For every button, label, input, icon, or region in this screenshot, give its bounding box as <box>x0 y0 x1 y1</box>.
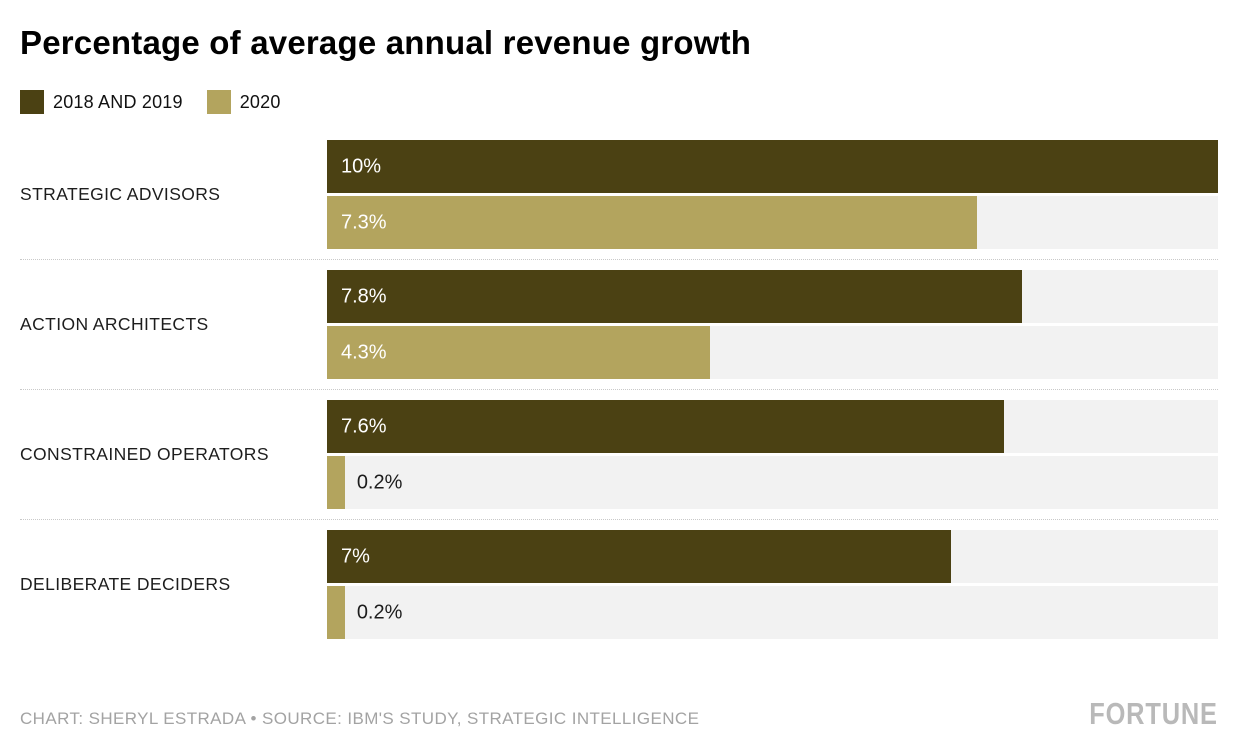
category-label: DELIBERATE DECIDERS <box>20 574 231 594</box>
chart-title: Percentage of average annual revenue gro… <box>20 24 752 61</box>
bar-group: 7% 0.2% <box>327 530 1218 639</box>
bar-2020 <box>327 456 345 509</box>
chart-row: CONSTRAINED OPERATORS 7.6% 0.2% <box>20 389 1218 519</box>
bar-2018-and-2019: 7% <box>327 530 951 583</box>
bar-value-label: 4.3% <box>341 341 387 363</box>
bar-track: 4.3% <box>327 326 1218 379</box>
category-label: STRATEGIC ADVISORS <box>20 184 221 204</box>
bar-group: 7.8% 4.3% <box>327 270 1218 379</box>
bar-value-label: 0.2% <box>356 471 403 493</box>
bar-track: 7.6% <box>327 400 1218 453</box>
bar-value-label: 0.2% <box>356 601 403 623</box>
footer: CHART: SHERYL ESTRADA • SOURCE: IBM'S ST… <box>20 696 1218 748</box>
bar-2018-and-2019: 7.8% <box>327 270 1022 323</box>
category-label: CONSTRAINED OPERATORS <box>20 444 269 464</box>
category-label: ACTION ARCHITECTS <box>20 314 209 334</box>
bar-value-label: 7.6% <box>341 415 387 437</box>
bar-value-label: 7% <box>341 545 370 567</box>
fortune-logo: FORTUNE <box>1089 696 1218 731</box>
bar-track: 0.2% <box>327 456 1218 509</box>
bar-group: 7.6% 0.2% <box>327 400 1218 509</box>
bar-2020: 7.3% <box>327 196 978 249</box>
bar-track: 7.8% <box>327 270 1218 323</box>
bar-value-label: 10% <box>341 155 382 177</box>
bar-value-label: 7.3% <box>341 211 387 233</box>
legend-item-2018-2019: 2018 AND 2019 <box>20 90 183 114</box>
bar-2018-and-2019: 10% <box>327 140 1218 193</box>
legend-label-2018-2019: 2018 AND 2019 <box>53 91 183 112</box>
bar-2018-and-2019: 7.6% <box>327 400 1005 453</box>
bar-track: 0.2% <box>327 586 1218 639</box>
legend-label-2020: 2020 <box>239 91 281 112</box>
chart-row: DELIBERATE DECIDERS 7% 0.2% <box>20 519 1218 649</box>
bar-chart: STRATEGIC ADVISORS 10% 7.3% ACTION ARCHITEC… <box>20 130 1218 649</box>
legend: 2018 AND 2019 2020 <box>20 90 1218 114</box>
bar-group: 10% 7.3% <box>327 140 1218 249</box>
bar-track: 10% <box>327 140 1218 193</box>
legend-item-2020: 2020 <box>206 90 281 114</box>
credit-line: CHART: SHERYL ESTRADA • SOURCE: IBM'S ST… <box>20 709 700 728</box>
bar-2020 <box>327 586 345 639</box>
legend-swatch-2020 <box>206 90 231 114</box>
bar-track: 7.3% <box>327 196 1218 249</box>
chart-row: STRATEGIC ADVISORS 10% 7.3% <box>20 130 1218 259</box>
bar-2020: 4.3% <box>327 326 711 379</box>
bar-value-label: 7.8% <box>341 285 387 307</box>
bar-track: 7% <box>327 530 1218 583</box>
legend-swatch-2018-2019 <box>20 90 44 114</box>
chart-row: ACTION ARCHITECTS 7.8% 4.3% <box>20 259 1218 389</box>
